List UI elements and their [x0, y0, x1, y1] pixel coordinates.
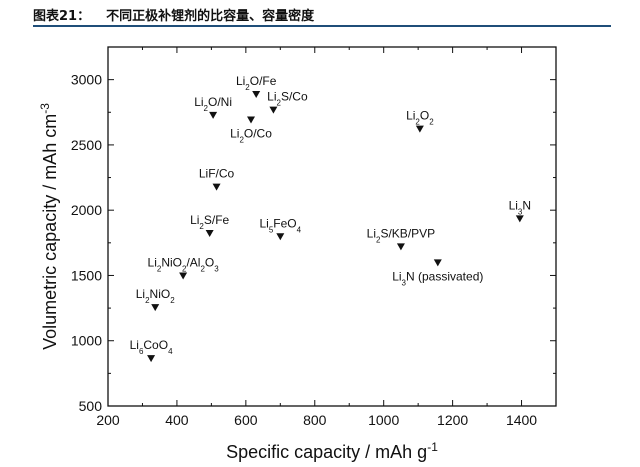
- data-point: [415, 125, 424, 133]
- data-label: Li2S/Co: [267, 90, 308, 108]
- y-tick-label: 3000: [71, 72, 102, 88]
- data-point: [179, 272, 188, 280]
- data-label: Li2O2: [406, 109, 434, 127]
- y-axis-label: Volumetric capacity / mAh cm-3: [38, 103, 60, 350]
- x-tick-label: 1200: [437, 412, 468, 428]
- x-tick-label: 600: [234, 412, 258, 428]
- data-label: Li2S/KB/PVP: [367, 226, 436, 244]
- x-tick-label: 1000: [368, 412, 399, 428]
- data-point: [433, 259, 442, 267]
- data-label: LiF/Co: [199, 167, 235, 181]
- data-label: Li2O/Co: [230, 126, 272, 144]
- data-point: [276, 233, 285, 241]
- data-point: [205, 230, 214, 238]
- x-axis-label: Specific capacity / mAh g-1: [226, 440, 438, 462]
- y-tick-label: 1500: [71, 267, 102, 283]
- y-tick-label: 500: [79, 398, 103, 414]
- data-point: [147, 355, 156, 363]
- figure-title: 不同正极补锂剂的比容量、容量密度: [106, 9, 315, 24]
- data-label: Li2NiO2: [136, 287, 175, 305]
- data-label: Li3N: [509, 198, 531, 216]
- data-label: Li3N (passivated): [392, 269, 483, 287]
- data-point: [396, 243, 405, 251]
- data-label: Li2S/Fe: [190, 213, 229, 231]
- figure-header: 图表21： 不同正极补锂剂的比容量、容量密度: [33, 5, 330, 24]
- data-point: [212, 183, 221, 191]
- x-tick-label: 200: [96, 412, 120, 428]
- x-tick-label: 400: [165, 412, 189, 428]
- data-point: [269, 106, 278, 114]
- data-label: Li5FeO4: [260, 216, 302, 234]
- data-point: [515, 215, 524, 223]
- data-point: [209, 111, 218, 119]
- x-tick-label: 1400: [506, 412, 537, 428]
- data-point: [151, 304, 160, 312]
- data-point: [247, 116, 256, 124]
- y-tick-label: 2000: [71, 202, 102, 218]
- y-tick-label: 2500: [71, 137, 102, 153]
- data-label: Li2O/Ni: [194, 95, 232, 113]
- data-label: Li2NiO2/Al2O3: [148, 255, 220, 273]
- y-tick-label: 1000: [71, 333, 102, 349]
- header-rule: [33, 25, 611, 27]
- figure-number: 图表21：: [33, 9, 91, 24]
- x-tick-label: 800: [303, 412, 327, 428]
- plot-frame: [107, 46, 557, 407]
- data-label: Li6CoO4: [130, 338, 173, 356]
- data-point: [252, 90, 261, 98]
